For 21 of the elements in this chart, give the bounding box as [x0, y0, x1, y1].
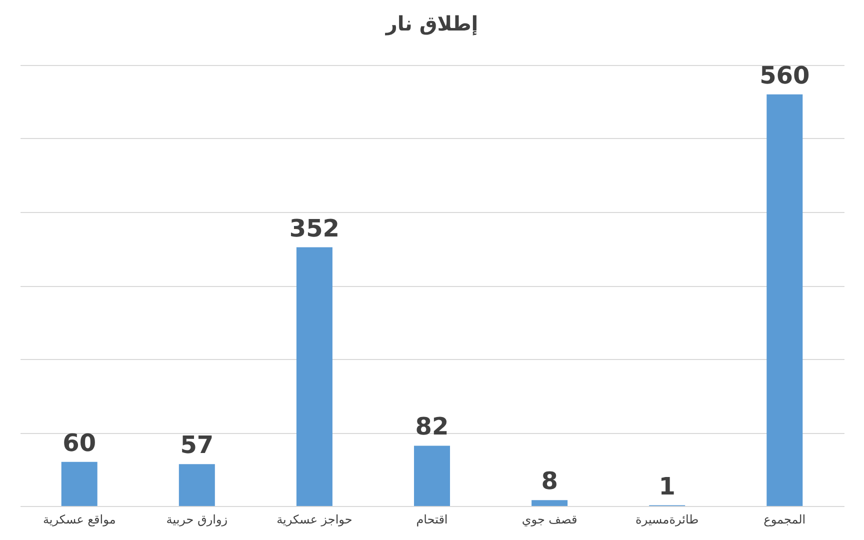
x-tick-label: حواجز عسكرية [276, 512, 352, 526]
bar [296, 247, 332, 506]
data-label: 60 [62, 428, 96, 457]
x-tick-label: مواقع عسكرية [42, 512, 116, 526]
bar [414, 446, 450, 506]
data-label: 57 [180, 431, 214, 460]
data-label: 560 [760, 61, 810, 90]
chart-title: إطلاق نار [384, 11, 478, 36]
x-tick-label: اقتحام [416, 512, 448, 526]
x-tick-label: زوارق حربية [166, 512, 228, 526]
bar [178, 464, 215, 506]
data-label: 82 [415, 412, 449, 441]
data-label: 352 [289, 214, 340, 242]
x-tick-label: طائرةمسيرة [636, 512, 699, 526]
bar [61, 462, 98, 506]
data-label: 8 [541, 467, 558, 496]
bar [532, 500, 568, 506]
x-tick-label: قصف جوي [522, 512, 578, 526]
bar [766, 94, 803, 506]
x-tick-label: المجموع [764, 512, 806, 526]
data-label: 1 [658, 472, 676, 500]
